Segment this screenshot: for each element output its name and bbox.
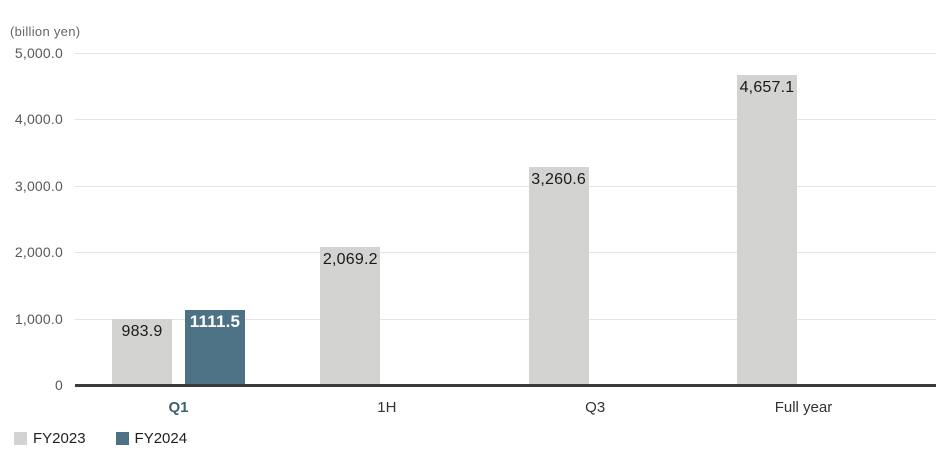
- bar-fy2024-q1: 1111.5: [185, 310, 245, 384]
- bar-value-label: 4,657.1: [739, 78, 795, 96]
- x-axis-label-q3: Q3: [585, 399, 606, 416]
- x-axis-label-full-year: Full year: [774, 399, 833, 416]
- legend-label: FY2024: [134, 430, 188, 447]
- legend-swatch: [14, 432, 27, 445]
- x-axis-label-1h: 1H: [377, 399, 397, 416]
- bar-fy2023-full-year: 4,657.1: [736, 74, 797, 384]
- gridline: [75, 252, 936, 254]
- y-tick-label: 1,000.0: [14, 310, 63, 327]
- bar-value-label: 1111.5: [189, 312, 241, 332]
- gridline: [75, 53, 936, 54]
- unit-label: (billion yen): [10, 24, 81, 39]
- y-tick-label: 5,000.0: [14, 45, 63, 61]
- y-tick-label: 4,000.0: [14, 111, 63, 128]
- legend-label: FY2023: [33, 430, 86, 447]
- y-tick-label: 3,000.0: [14, 177, 63, 194]
- legend-item-fy2024: FY2024: [115, 430, 188, 447]
- legend: FY2023 FY2024: [14, 430, 187, 447]
- bar-fy2023-q3: 3,260.6: [528, 167, 589, 384]
- legend-item-fy2023: FY2023: [14, 430, 86, 447]
- gridline: [75, 185, 936, 187]
- bar-value-label: 983.9: [121, 322, 163, 340]
- y-tick-label: 2,000.0: [14, 244, 63, 261]
- x-axis-label-q1: Q1: [168, 399, 189, 416]
- y-tick-label: 0: [55, 377, 63, 393]
- bar-fy2023-1h: 2,069.2: [320, 246, 381, 384]
- gridline: [75, 318, 936, 320]
- bar-value-label: 3,260.6: [531, 171, 587, 189]
- bar-fy2023-q1: 983.9: [112, 318, 172, 384]
- legend-swatch: [115, 432, 129, 445]
- x-axis-baseline: [75, 384, 936, 387]
- bar-value-label: 2,069.2: [322, 250, 378, 268]
- gridline: [75, 119, 936, 121]
